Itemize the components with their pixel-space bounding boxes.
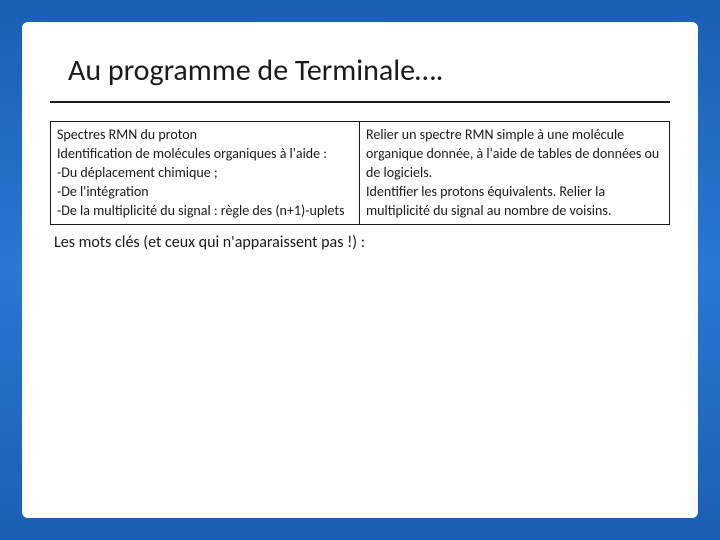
left-cell: Spectres RMN du protonIdentification de … xyxy=(51,122,360,224)
keywords-label: Les mots clés (et ceux qui n'apparaissen… xyxy=(54,233,698,252)
page-title: Au programme de Terminale…. xyxy=(68,52,698,89)
content-table: Spectres RMN du protonIdentification de … xyxy=(50,121,670,225)
slide: Au programme de Terminale…. Spectres RMN… xyxy=(22,22,698,518)
title-underline xyxy=(50,101,670,103)
right-cell: Relier un spectre RMN simple à une moléc… xyxy=(360,122,669,224)
